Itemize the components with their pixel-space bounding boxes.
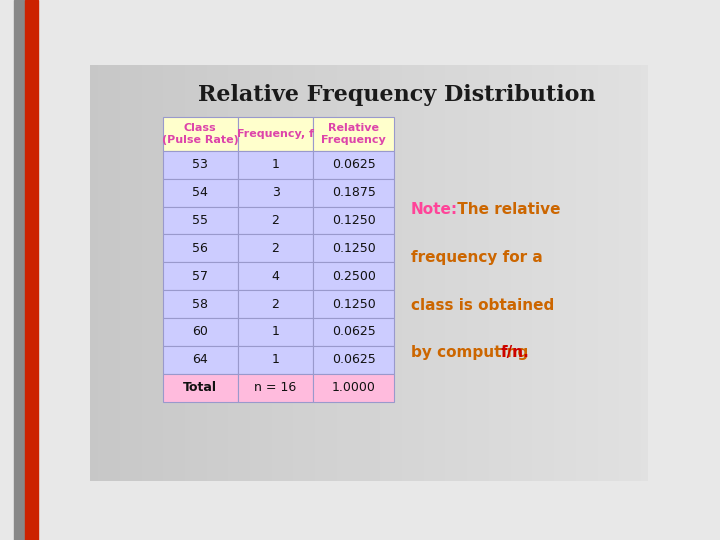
FancyBboxPatch shape [238,179,313,207]
FancyBboxPatch shape [163,262,238,290]
Text: The relative: The relative [451,202,560,217]
FancyBboxPatch shape [238,151,313,179]
FancyBboxPatch shape [313,374,394,402]
Text: 0.0625: 0.0625 [332,158,376,171]
FancyBboxPatch shape [163,207,238,234]
Text: 0.1250: 0.1250 [332,298,376,310]
Text: 64: 64 [192,353,208,366]
Text: n = 16: n = 16 [254,381,297,394]
Text: 3: 3 [271,186,279,199]
FancyBboxPatch shape [163,290,238,318]
Text: 56: 56 [192,242,208,255]
Text: f/n.: f/n. [501,346,530,361]
FancyBboxPatch shape [238,262,313,290]
Text: 58: 58 [192,298,208,310]
FancyBboxPatch shape [163,374,238,402]
Text: 1: 1 [271,326,279,339]
FancyBboxPatch shape [313,262,394,290]
Text: Frequency, f: Frequency, f [237,129,314,139]
Text: 1: 1 [271,158,279,171]
FancyBboxPatch shape [163,179,238,207]
Text: 0.1250: 0.1250 [332,214,376,227]
Text: Class
(Pulse Rate): Class (Pulse Rate) [162,123,238,145]
FancyBboxPatch shape [313,290,394,318]
FancyBboxPatch shape [238,290,313,318]
FancyBboxPatch shape [238,207,313,234]
Text: 57: 57 [192,270,208,283]
Text: 54: 54 [192,186,208,199]
FancyBboxPatch shape [238,374,313,402]
FancyBboxPatch shape [163,318,238,346]
Text: 0.0625: 0.0625 [332,326,376,339]
FancyBboxPatch shape [238,117,313,151]
Text: 60: 60 [192,326,208,339]
Text: 0.2500: 0.2500 [332,270,376,283]
Text: 0.1250: 0.1250 [332,242,376,255]
Text: Relative Frequency Distribution: Relative Frequency Distribution [198,84,595,105]
Text: 0.1875: 0.1875 [332,186,376,199]
FancyBboxPatch shape [313,207,394,234]
FancyBboxPatch shape [313,179,394,207]
Text: Note:: Note: [411,202,458,217]
FancyBboxPatch shape [163,151,238,179]
Text: 2: 2 [271,298,279,310]
Text: 55: 55 [192,214,208,227]
Text: 1.0000: 1.0000 [332,381,376,394]
FancyBboxPatch shape [313,318,394,346]
FancyBboxPatch shape [313,346,394,374]
FancyBboxPatch shape [313,234,394,262]
Text: by computing: by computing [411,346,534,361]
FancyBboxPatch shape [238,346,313,374]
Text: 4: 4 [271,270,279,283]
FancyBboxPatch shape [313,117,394,151]
FancyBboxPatch shape [163,117,238,151]
FancyBboxPatch shape [163,234,238,262]
Text: 2: 2 [271,214,279,227]
FancyBboxPatch shape [238,234,313,262]
FancyBboxPatch shape [238,318,313,346]
Text: Relative
Frequency: Relative Frequency [321,123,386,145]
Text: 2: 2 [271,242,279,255]
Text: frequency for a: frequency for a [411,250,543,265]
Text: 53: 53 [192,158,208,171]
Text: 1: 1 [271,353,279,366]
Text: 0.0625: 0.0625 [332,353,376,366]
FancyBboxPatch shape [313,151,394,179]
Text: class is obtained: class is obtained [411,298,554,313]
Text: Total: Total [183,381,217,394]
FancyBboxPatch shape [163,346,238,374]
